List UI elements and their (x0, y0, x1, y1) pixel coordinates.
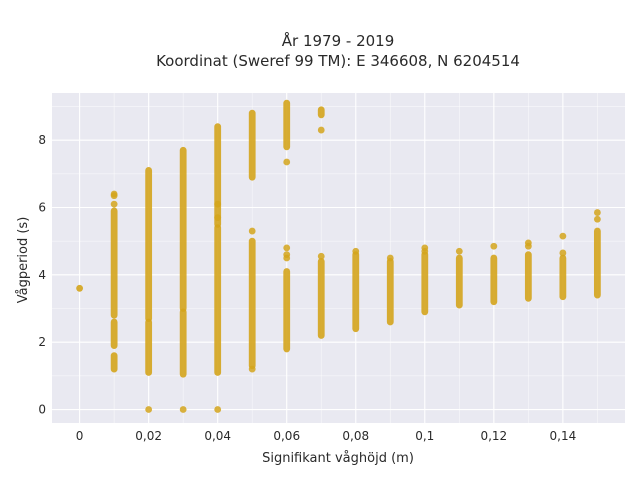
data-point-run (248, 109, 256, 181)
plot-area (52, 93, 625, 423)
data-column (559, 232, 567, 301)
chart-title-line-2: Koordinat (Sweref 99 TM): E 346608, N 62… (156, 52, 520, 70)
data-point (214, 200, 222, 208)
data-point-run (214, 123, 222, 228)
chart-title-line-1: År 1979 - 2019 (282, 31, 395, 50)
data-point (110, 200, 118, 208)
data-point-run (110, 352, 118, 373)
x-tick-label: 0 (76, 429, 84, 443)
x-tick-label: 0,1 (415, 429, 434, 443)
data-column (179, 146, 187, 413)
y-tick-label: 0 (38, 403, 46, 417)
tick-labels: 0 0,02 0,04 0,06 0,08 0,1 0,12 0,14 0 2 4 6 8 (38, 133, 576, 443)
data-point (283, 244, 291, 252)
data-point (455, 247, 463, 255)
data-point-run (179, 308, 187, 378)
data-point-run (145, 167, 153, 323)
data-column (386, 254, 394, 326)
x-tick-label: 0,14 (550, 429, 577, 443)
data-column (76, 284, 84, 292)
data-point-run (524, 251, 532, 302)
data-point-run (283, 268, 291, 353)
x-tick-label: 0,06 (273, 429, 300, 443)
data-point-run (145, 318, 153, 376)
data-column (455, 247, 463, 309)
data-column (490, 242, 498, 306)
data-column (352, 247, 360, 333)
data-point (214, 214, 222, 221)
data-point-run (421, 251, 429, 316)
data-point (524, 239, 532, 247)
data-column (214, 123, 222, 413)
y-tick-label: 6 (38, 200, 46, 214)
data-point (352, 247, 360, 255)
data-column (421, 244, 429, 316)
data-column (283, 99, 291, 353)
data-point-run (593, 227, 601, 299)
data-column (145, 167, 153, 413)
data-point (317, 252, 325, 260)
data-point (421, 244, 429, 252)
data-column (524, 239, 532, 302)
data-column (248, 109, 256, 373)
data-point (283, 251, 291, 259)
y-tick-label: 8 (38, 133, 46, 147)
data-point (490, 242, 498, 250)
data-point-run (110, 207, 118, 319)
data-point-run (110, 318, 118, 349)
data-point-run (76, 284, 84, 292)
data-point (386, 254, 394, 262)
data-point (559, 232, 567, 240)
data-point-run (248, 237, 256, 370)
data-point (214, 406, 222, 413)
data-point-run (283, 99, 291, 151)
x-tick-label: 0,08 (342, 429, 369, 443)
data-point (145, 406, 153, 413)
data-point (283, 158, 291, 166)
data-points (76, 99, 601, 413)
data-column (110, 190, 118, 373)
data-point (317, 126, 325, 134)
data-point-run (179, 146, 187, 312)
x-tick-label: 0,12 (480, 429, 507, 443)
data-point (110, 190, 118, 198)
data-point-run (317, 106, 325, 119)
data-point-run (559, 254, 567, 301)
x-tick-label: 0,02 (135, 429, 162, 443)
data-point (593, 215, 601, 223)
data-point-run (352, 251, 360, 333)
y-tick-label: 4 (38, 268, 46, 282)
data-point (559, 249, 567, 257)
x-tick-label: 0,04 (204, 429, 231, 443)
x-axis-title: Signifikant våghöjd (m) (262, 451, 414, 466)
data-point (248, 227, 256, 235)
data-point-run (317, 257, 325, 339)
data-point (179, 406, 187, 413)
data-column (317, 106, 325, 339)
data-point-run (490, 254, 498, 306)
data-point (248, 365, 256, 373)
y-axis-title: Vågperiod (s) (16, 217, 31, 304)
y-tick-label: 2 (38, 335, 46, 349)
data-point-run (214, 224, 222, 376)
data-column (593, 209, 601, 299)
data-point-run (455, 254, 463, 309)
data-point-run (386, 257, 394, 326)
data-point (593, 209, 601, 216)
